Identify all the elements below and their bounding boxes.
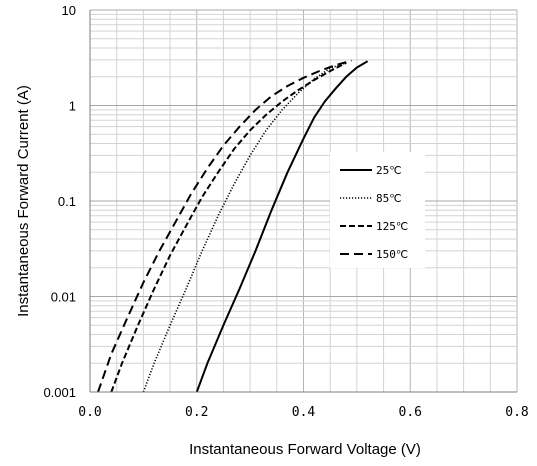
- y-tick-label: 10: [62, 3, 76, 18]
- legend-label: 85℃: [376, 192, 402, 205]
- y-tick-label: 0.001: [43, 385, 76, 400]
- series-line: [142, 62, 347, 393]
- legend-label: 25℃: [376, 164, 402, 177]
- ticks: 0.0 0.2 0.4 0.6 0.8 0.001 0.01 0.1 1 10: [43, 3, 528, 420]
- x-tick-label: 0.2: [185, 405, 208, 420]
- series-line: [195, 60, 369, 393]
- legend-box: [330, 152, 425, 268]
- y-axis-title: Instantaneous Forward Current (A): [15, 85, 32, 317]
- y-tick-label: 0.1: [58, 194, 76, 209]
- legend-label: 125℃: [376, 220, 408, 233]
- legend: 25℃ 85℃ 125℃ 150℃: [330, 152, 425, 268]
- series-group: [97, 59, 369, 393]
- x-tick-label: 0.6: [399, 405, 422, 420]
- axes: [89, 10, 517, 393]
- x-tick-label: 0.0: [78, 405, 101, 420]
- x-tick-label: 0.8: [505, 405, 528, 420]
- series-line: [97, 59, 352, 393]
- series-line: [110, 61, 347, 393]
- y-tick-label: 0.01: [51, 290, 76, 305]
- y-tick-label: 1: [69, 99, 76, 114]
- x-axis-title: Instantaneous Forward Voltage (V): [189, 441, 421, 458]
- x-tick-label: 0.4: [292, 405, 316, 420]
- legend-label: 150℃: [376, 248, 408, 261]
